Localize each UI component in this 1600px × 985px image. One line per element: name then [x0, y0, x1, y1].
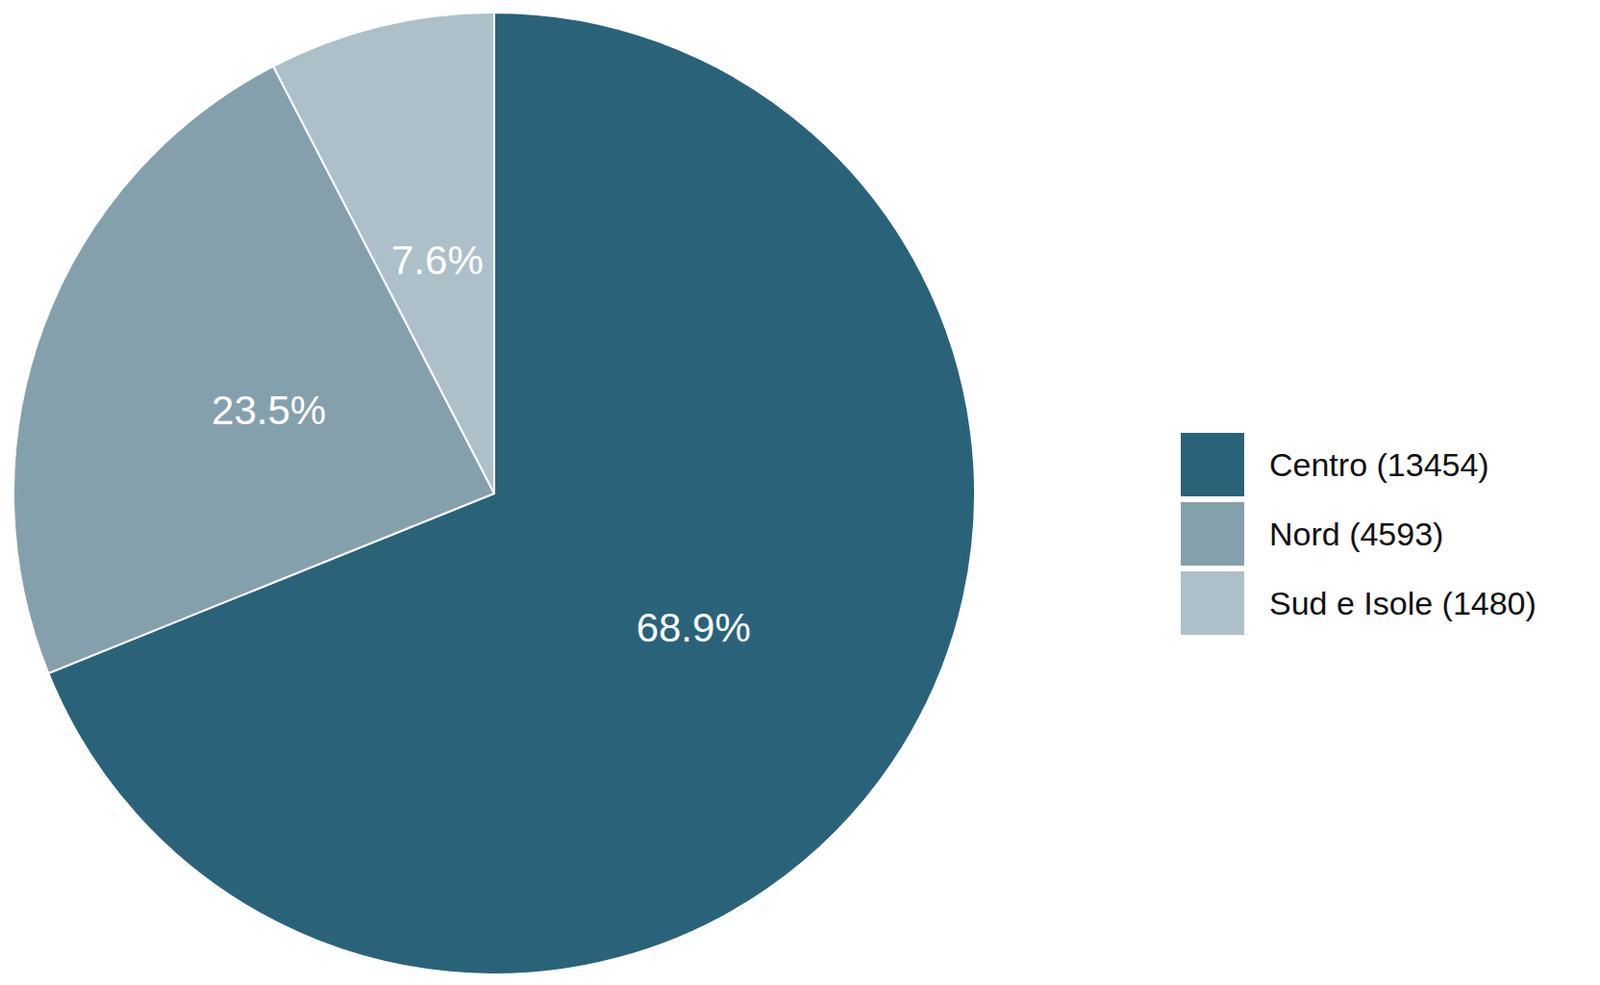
legend: Centro (13454) Nord (4593) Sud e Isole (14…	[1180, 432, 1537, 635]
chart: 68.9% 23.5% 7.6% Centro (13454) Nord (4593) S…	[0, 0, 1600, 985]
legend-label: Centro (13454)	[1269, 446, 1490, 483]
data-labels: 68.9% 23.5% 7.6%	[211, 237, 751, 651]
data-label: 23.5%	[211, 387, 326, 433]
data-label: 7.6%	[391, 237, 484, 283]
legend-label: Nord (4593)	[1269, 515, 1444, 552]
legend-label: Sud e Isole (1480)	[1269, 584, 1537, 622]
legend-swatch	[1180, 432, 1245, 497]
legend-swatch	[1180, 501, 1245, 566]
legend-swatch	[1180, 571, 1245, 635]
data-label: 68.9%	[636, 604, 751, 650]
slices	[13, 12, 975, 975]
